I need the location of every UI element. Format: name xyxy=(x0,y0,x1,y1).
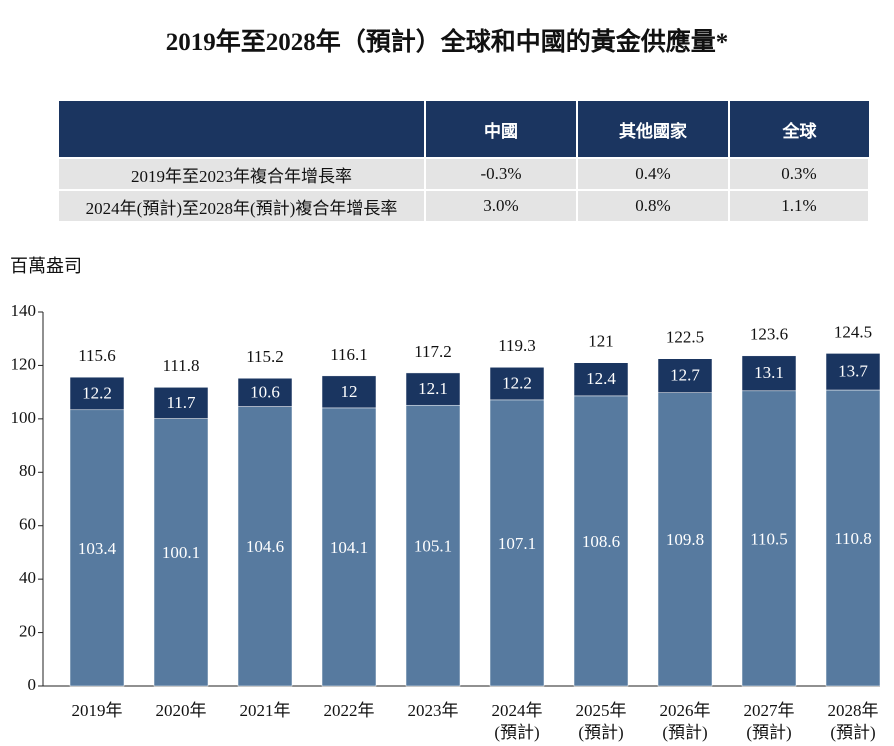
cell: -0.3% xyxy=(424,157,578,191)
cell: 0.8% xyxy=(576,189,730,223)
x-tick-label: 2022年 xyxy=(323,701,375,720)
x-tick-label: 2025年 (預計) xyxy=(575,701,627,742)
bar-segment xyxy=(321,375,377,409)
cell: 2024年(預計)至2028年(預計)複合年增長率 xyxy=(57,189,426,223)
header-blank xyxy=(57,101,425,158)
bar-segment xyxy=(237,378,293,407)
value-label: 100.1 xyxy=(162,543,200,562)
value-label: 103.4 xyxy=(78,539,117,558)
y-tick-label: 40 xyxy=(19,568,36,587)
value-label: 12 xyxy=(341,382,358,401)
value-label: 12.2 xyxy=(82,383,112,402)
value-label: 12.1 xyxy=(418,379,448,398)
total-label: 123.6 xyxy=(750,325,788,344)
cell: 3.0% xyxy=(424,189,578,223)
bar-segment xyxy=(825,389,881,687)
bar-segment xyxy=(741,355,797,392)
y-tick-label: 100 xyxy=(11,408,37,427)
table-row: 2019年至2023年複合年增長率 -0.3% 0.4% 0.3% xyxy=(57,157,870,191)
x-tick-label: 2023年 xyxy=(407,701,459,720)
x-tick-label: 2028年 (預計) xyxy=(827,701,879,742)
cell: 0.4% xyxy=(576,157,730,191)
bar-segment xyxy=(69,409,125,687)
header-cell: 全球 xyxy=(728,101,869,158)
cell: 1.1% xyxy=(728,189,870,223)
value-label: 110.5 xyxy=(750,529,788,548)
bar-segment xyxy=(741,390,797,687)
header-cell: 中國 xyxy=(424,101,577,158)
value-label: 13.1 xyxy=(754,363,784,382)
bar-segment xyxy=(321,407,377,687)
value-label: 108.6 xyxy=(582,532,620,551)
table-row: 2024年(預計)至2028年(預計)複合年增長率 3.0% 0.8% 1.1% xyxy=(57,189,870,223)
value-label: 110.8 xyxy=(834,529,872,548)
value-label: 10.6 xyxy=(250,382,280,401)
total-label: 119.3 xyxy=(498,336,536,355)
y-tick-label: 60 xyxy=(19,515,36,534)
value-label: 12.4 xyxy=(586,369,616,388)
x-tick-label: 2024年 (預計) xyxy=(491,701,543,742)
total-label: 111.8 xyxy=(163,356,200,375)
bar-segment xyxy=(657,358,713,393)
y-tick-label: 80 xyxy=(19,461,36,480)
y-tick-label: 120 xyxy=(11,354,37,373)
bar-segment xyxy=(153,387,209,419)
bar-segment xyxy=(825,353,881,391)
x-tick-label: 2021年 xyxy=(239,701,291,720)
y-axis-label: 百萬盎司 xyxy=(10,256,82,276)
total-label: 122.5 xyxy=(666,328,704,347)
value-label: 12.2 xyxy=(502,374,532,393)
value-label: 12.7 xyxy=(670,366,700,385)
value-label: 11.7 xyxy=(166,393,196,412)
x-tick-label: 2020年 xyxy=(155,701,207,720)
x-tick-label: 2026年 (預計) xyxy=(659,701,711,742)
bar-segment xyxy=(405,404,461,687)
bar-segment xyxy=(657,392,713,687)
bar-segment xyxy=(405,372,461,406)
total-label: 117.2 xyxy=(414,342,452,361)
value-label: 107.1 xyxy=(498,534,536,553)
table-header: 中國 其他國家 全球 xyxy=(57,101,869,158)
total-label: 115.6 xyxy=(78,346,116,365)
y-tick-label: 20 xyxy=(19,621,36,640)
y-tick-label: 140 xyxy=(11,301,37,320)
total-label: 116.1 xyxy=(330,345,368,364)
total-label: 115.2 xyxy=(246,347,284,366)
bar-segment xyxy=(69,376,125,411)
value-label: 105.1 xyxy=(414,537,452,556)
value-label: 104.1 xyxy=(330,538,368,557)
bar-segment xyxy=(237,406,293,687)
bar-segment xyxy=(153,418,209,687)
value-label: 104.6 xyxy=(246,537,284,556)
x-tick-label: 2027年 (預計) xyxy=(743,701,795,742)
value-label: 109.8 xyxy=(666,530,704,549)
total-label: 124.5 xyxy=(834,322,872,341)
header-cell: 其他國家 xyxy=(576,101,729,158)
cell: 2019年至2023年複合年增長率 xyxy=(57,157,426,191)
total-label: 121 xyxy=(588,332,614,351)
value-label: 13.7 xyxy=(838,362,868,381)
bar-segment xyxy=(489,399,545,687)
cell: 0.3% xyxy=(728,157,870,191)
bar-segment xyxy=(573,362,629,397)
chart-title: 2019年至2028年（預計）全球和中國的黃金供應量* xyxy=(165,29,729,56)
bar-segment xyxy=(573,395,629,687)
bar-segment xyxy=(489,367,545,401)
x-tick-label: 2019年 xyxy=(71,701,123,720)
cagr-table: 中國 其他國家 全球 2019年至2023年複合年增長率 -0.3% 0.4% … xyxy=(57,101,870,223)
y-tick-label: 0 xyxy=(28,675,37,694)
